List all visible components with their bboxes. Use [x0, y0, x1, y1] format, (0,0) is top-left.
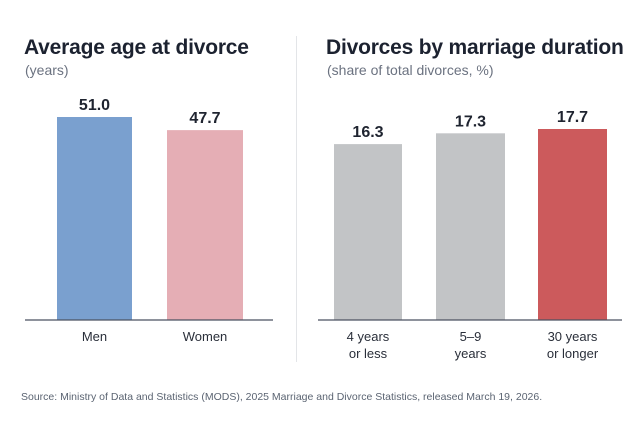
chart-title-left: Average age at divorce [24, 36, 249, 59]
category-label-1-2: 30 years or longer [547, 329, 599, 361]
category-label-1-1: 5–9 years [455, 329, 487, 361]
category-label-0-1: Women [183, 329, 228, 344]
bar-1-2 [538, 129, 607, 320]
panel-divider [296, 36, 297, 362]
category-label-0-0: Men [82, 329, 107, 344]
chart-subtitle-right: (share of total divorces, %) [327, 62, 494, 78]
chart-subtitle-left: (years) [25, 62, 69, 78]
value-label-0-0: 51.0 [79, 97, 110, 114]
value-label-1-1: 17.3 [455, 113, 486, 130]
value-label-0-1: 47.7 [189, 110, 220, 127]
chart-title-right: Divorces by marriage duration [326, 36, 624, 59]
value-label-1-2: 17.7 [557, 109, 588, 126]
bar-1-0 [334, 144, 402, 320]
bar-0-0 [57, 117, 132, 320]
category-label-1-0: 4 years or less [347, 329, 390, 361]
bar-0-1 [167, 130, 243, 320]
bar-1-1 [436, 133, 505, 320]
source-note: Source: Ministry of Data and Statistics … [21, 391, 543, 403]
value-label-1-0: 16.3 [352, 124, 383, 141]
